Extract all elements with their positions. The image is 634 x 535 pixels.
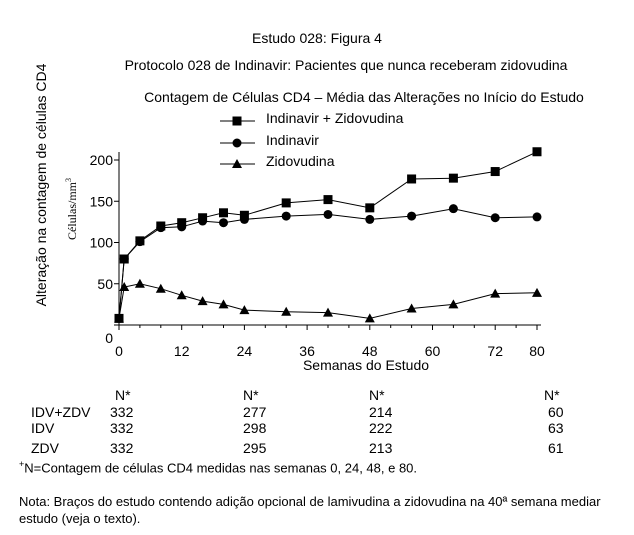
- x-tick-label: 12: [174, 343, 190, 359]
- data-point-triangle: [176, 290, 187, 300]
- data-point-triangle: [364, 313, 375, 323]
- table-cell: 61: [548, 440, 564, 456]
- study-note: Nota: Braços do estudo contendo adição o…: [19, 494, 601, 526]
- data-point-triangle: [406, 303, 417, 313]
- y-tick-label: 0: [105, 330, 113, 346]
- data-point-circle: [281, 211, 291, 221]
- table-cell: 214: [369, 404, 393, 420]
- data-point-square: [490, 167, 500, 177]
- data-point-circle: [219, 218, 228, 228]
- table-cell: 222: [369, 420, 393, 436]
- data-point-triangle: [119, 282, 130, 292]
- data-point-circle: [448, 204, 458, 214]
- y-tick-label: 50: [97, 276, 113, 292]
- table-cell: 63: [548, 420, 564, 436]
- data-point-circle: [490, 213, 500, 223]
- data-point-circle: [156, 223, 166, 233]
- data-point-square: [448, 173, 458, 183]
- legend-marker-circle: [232, 138, 242, 148]
- table-cell: 332: [110, 404, 134, 420]
- n-header-week48: N*: [369, 387, 385, 403]
- table-cell: 332: [110, 420, 134, 436]
- footnote-text: N=Contagem de células CD4 medidas nas se…: [24, 460, 418, 476]
- table-row-label: IDV: [31, 420, 55, 436]
- x-axis-title: Semanas do Estudo: [303, 357, 429, 373]
- data-point-square: [407, 174, 417, 184]
- y-tick-label: 150: [90, 193, 114, 209]
- x-tick-label: 0: [115, 343, 123, 359]
- data-point-circle: [198, 216, 208, 226]
- data-point-triangle: [323, 307, 333, 317]
- table-cell: 295: [243, 440, 267, 456]
- legend-marker-square: [232, 116, 242, 126]
- x-tick-label: 48: [362, 343, 378, 359]
- table-cell: 332: [110, 440, 134, 456]
- data-point-square: [281, 198, 291, 208]
- data-point-circle: [532, 212, 542, 222]
- data-point-triangle: [155, 283, 166, 293]
- legend-label: Zidovudina: [266, 153, 335, 169]
- n-header-week24: N*: [243, 387, 259, 403]
- figure-subtitle: Protocolo 028 de Indinavir: Pacientes qu…: [124, 57, 568, 73]
- data-point-circle: [407, 211, 417, 221]
- data-point-triangle: [134, 278, 145, 288]
- data-point-triangle: [490, 288, 501, 298]
- legend-marker-triangle: [232, 159, 242, 168]
- data-point-circle: [365, 214, 375, 224]
- data-point-triangle: [239, 305, 250, 315]
- data-point-square: [323, 195, 333, 205]
- data-point-circle: [177, 222, 187, 232]
- figure-title: Estudo 028: Figura 4: [252, 30, 382, 46]
- footnote-mark: +: [19, 459, 25, 469]
- data-point-square: [532, 147, 542, 157]
- legend-label: Indinavir: [266, 132, 319, 148]
- data-point-triangle: [197, 296, 208, 306]
- data-point-triangle: [532, 287, 542, 297]
- data-point-triangle: [114, 313, 124, 323]
- data-point-circle: [135, 237, 145, 247]
- data-point-circle: [323, 209, 333, 219]
- x-tick-label: 72: [487, 343, 503, 359]
- legend-label: Indinavir + Zidovudina: [266, 110, 404, 126]
- y-tick-label: 200: [90, 152, 114, 168]
- data-point-triangle: [218, 299, 229, 309]
- x-tick-label: 80: [529, 343, 545, 359]
- table-cell: 277: [243, 404, 267, 420]
- y-tick-label: 100: [90, 235, 114, 251]
- footnote: +N=Contagem de células CD4 medidas nas s…: [19, 459, 417, 475]
- n-header-week80: N*: [544, 387, 560, 403]
- x-tick-label: 36: [299, 343, 315, 359]
- n-header-week0: N*: [115, 387, 131, 403]
- data-point-triangle: [448, 299, 459, 309]
- data-point-circle: [239, 214, 249, 224]
- data-point-triangle: [281, 306, 292, 316]
- data-point-square: [365, 203, 375, 213]
- x-tick-label: 24: [237, 343, 253, 359]
- table-cell: 298: [243, 420, 267, 436]
- table-row-label: IDV+ZDV: [31, 404, 91, 420]
- data-point-circle: [119, 254, 129, 264]
- x-tick-label: 60: [425, 343, 441, 359]
- table-row-label: ZDV: [31, 440, 59, 456]
- table-cell: 60: [548, 404, 564, 420]
- table-cell: 213: [369, 440, 393, 456]
- chart-title: Contagem de Células CD4 – Média das Alte…: [144, 89, 584, 105]
- data-point-square: [219, 208, 228, 218]
